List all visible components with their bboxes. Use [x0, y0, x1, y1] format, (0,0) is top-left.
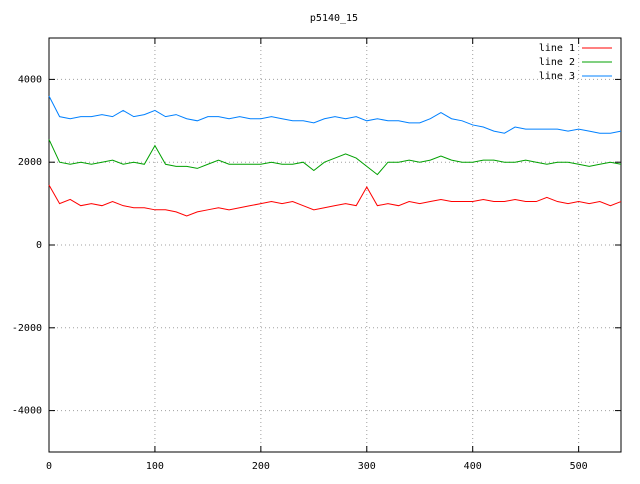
x-tick-label: 0 [46, 461, 52, 472]
y-tick-label: 0 [36, 240, 42, 251]
legend-label: line 1 [539, 43, 575, 54]
series-line [48, 139, 622, 176]
y-tick-label: 2000 [18, 157, 42, 168]
series-line [48, 184, 622, 217]
series-line [48, 95, 622, 134]
legend-label: line 2 [539, 57, 575, 68]
x-tick-label: 400 [464, 461, 482, 472]
plot-frame [48, 37, 622, 453]
x-tick-label: 200 [252, 461, 270, 472]
y-tick-label: -2000 [12, 323, 42, 334]
y-tick-label: -4000 [12, 406, 42, 417]
x-tick-label: 100 [146, 461, 164, 472]
chart-title: p5140_15 [310, 13, 358, 24]
y-tick-label: 4000 [18, 74, 42, 85]
x-tick-label: 300 [358, 461, 376, 472]
x-tick-label: 500 [570, 461, 588, 472]
legend-label: line 3 [539, 71, 575, 82]
